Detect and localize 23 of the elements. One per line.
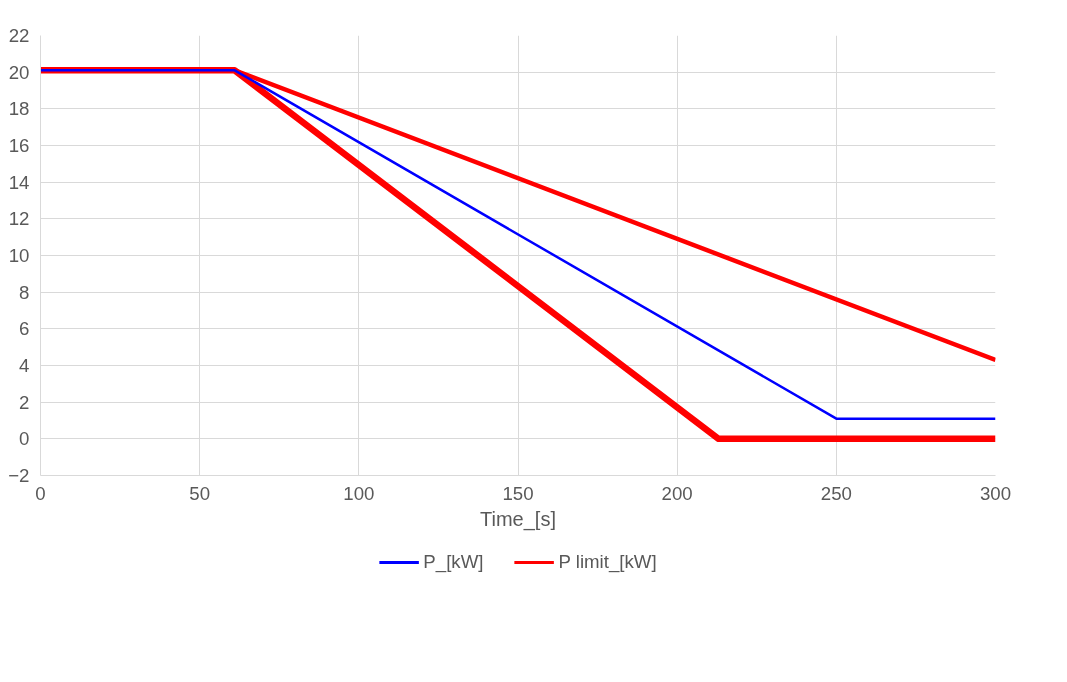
y-tick-label: 2 <box>19 391 30 413</box>
y-tick-label: 22 <box>8 25 30 46</box>
legend-label: P_[kW] <box>423 551 484 573</box>
x-tick-label: 200 <box>661 482 693 504</box>
y-tick-label: 8 <box>19 281 30 303</box>
y-tick-label: 20 <box>8 61 30 83</box>
legend-label: P limit_[kW] <box>558 551 657 573</box>
y-tick-label: 12 <box>8 208 30 230</box>
x-tick-label: 250 <box>820 482 852 504</box>
x-tick-label: 100 <box>343 482 375 504</box>
x-tick-label: 0 <box>35 482 46 504</box>
y-tick-label: 6 <box>19 318 30 340</box>
y-tick-label: 16 <box>8 135 30 156</box>
y-tick-label: 10 <box>8 245 30 266</box>
y-tick-label: 14 <box>8 171 30 193</box>
y-tick-label: −2 <box>8 465 30 486</box>
y-tick-label: 0 <box>19 428 30 450</box>
x-axis-title: Time_[s] <box>480 507 556 531</box>
x-tick-label: 50 <box>189 482 211 504</box>
x-tick-label: 300 <box>979 482 1012 504</box>
y-tick-label: 18 <box>8 98 30 120</box>
x-tick-label: 150 <box>502 482 534 504</box>
y-tick-label: 4 <box>19 355 30 376</box>
